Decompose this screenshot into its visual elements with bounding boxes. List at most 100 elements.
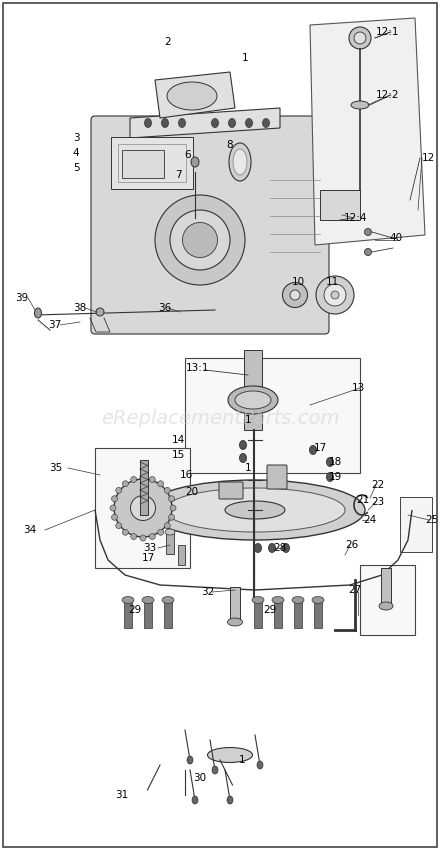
Text: eReplacementParts.com: eReplacementParts.com bbox=[101, 409, 339, 428]
Text: 27: 27 bbox=[348, 585, 362, 595]
Ellipse shape bbox=[179, 118, 186, 127]
Text: 13: 13 bbox=[352, 383, 365, 393]
Text: 16: 16 bbox=[180, 470, 193, 480]
Ellipse shape bbox=[351, 101, 369, 109]
Ellipse shape bbox=[110, 505, 116, 511]
Text: 19: 19 bbox=[328, 472, 341, 482]
FancyBboxPatch shape bbox=[91, 116, 329, 334]
Text: 25: 25 bbox=[425, 515, 439, 525]
Ellipse shape bbox=[131, 534, 137, 540]
Ellipse shape bbox=[208, 747, 253, 762]
Text: 5: 5 bbox=[73, 163, 79, 173]
Ellipse shape bbox=[349, 27, 371, 49]
Text: 33: 33 bbox=[143, 543, 157, 553]
Ellipse shape bbox=[162, 597, 174, 603]
Ellipse shape bbox=[292, 597, 304, 603]
Text: 3: 3 bbox=[73, 133, 79, 143]
Ellipse shape bbox=[96, 308, 104, 316]
Text: 32: 32 bbox=[202, 587, 215, 597]
Ellipse shape bbox=[192, 796, 198, 804]
Ellipse shape bbox=[228, 386, 278, 414]
Text: 6: 6 bbox=[185, 150, 191, 160]
Ellipse shape bbox=[239, 454, 246, 462]
Ellipse shape bbox=[164, 523, 170, 529]
Bar bbox=[122, 150, 164, 178]
Bar bbox=[164, 600, 172, 628]
Text: 1: 1 bbox=[238, 755, 246, 765]
Ellipse shape bbox=[282, 282, 308, 308]
Text: 11: 11 bbox=[325, 277, 339, 287]
Ellipse shape bbox=[158, 530, 164, 536]
Ellipse shape bbox=[227, 618, 242, 626]
Ellipse shape bbox=[149, 534, 155, 540]
Text: 35: 35 bbox=[49, 463, 62, 473]
Text: 12:2: 12:2 bbox=[376, 90, 400, 100]
Ellipse shape bbox=[309, 445, 316, 455]
Text: 29: 29 bbox=[264, 605, 277, 615]
Ellipse shape bbox=[379, 602, 393, 610]
Ellipse shape bbox=[331, 291, 339, 299]
Ellipse shape bbox=[161, 118, 169, 127]
Ellipse shape bbox=[145, 480, 365, 540]
Text: 39: 39 bbox=[15, 293, 29, 303]
Ellipse shape bbox=[282, 543, 290, 552]
Text: 1: 1 bbox=[245, 463, 251, 473]
Bar bbox=[314, 600, 322, 628]
Ellipse shape bbox=[227, 796, 233, 804]
Text: 17: 17 bbox=[313, 443, 326, 453]
Text: 36: 36 bbox=[158, 303, 172, 313]
Ellipse shape bbox=[239, 440, 246, 450]
Ellipse shape bbox=[246, 118, 253, 127]
Bar bbox=[294, 600, 302, 628]
Text: 18: 18 bbox=[328, 457, 341, 467]
Ellipse shape bbox=[165, 488, 345, 532]
Polygon shape bbox=[310, 18, 425, 245]
Text: 2: 2 bbox=[165, 37, 171, 47]
Text: 14: 14 bbox=[171, 435, 185, 445]
Ellipse shape bbox=[111, 514, 117, 520]
Ellipse shape bbox=[140, 475, 146, 481]
Ellipse shape bbox=[131, 496, 155, 520]
Ellipse shape bbox=[170, 210, 230, 270]
Text: 24: 24 bbox=[363, 515, 377, 525]
Ellipse shape bbox=[167, 82, 217, 110]
Ellipse shape bbox=[158, 481, 164, 487]
Ellipse shape bbox=[364, 229, 371, 235]
Bar bbox=[166, 532, 174, 554]
Bar bbox=[400, 497, 432, 552]
Ellipse shape bbox=[229, 143, 251, 181]
Text: 26: 26 bbox=[345, 540, 359, 550]
Text: 7: 7 bbox=[175, 170, 181, 180]
Ellipse shape bbox=[257, 761, 263, 769]
Ellipse shape bbox=[114, 479, 172, 537]
Ellipse shape bbox=[155, 195, 245, 285]
Ellipse shape bbox=[149, 477, 155, 483]
Text: 23: 23 bbox=[371, 497, 385, 507]
Bar bbox=[244, 350, 262, 430]
Ellipse shape bbox=[122, 481, 128, 487]
Text: 13:1: 13:1 bbox=[186, 363, 210, 373]
Ellipse shape bbox=[34, 308, 41, 318]
Text: 31: 31 bbox=[115, 790, 128, 800]
Ellipse shape bbox=[187, 756, 193, 764]
Polygon shape bbox=[155, 72, 235, 118]
Ellipse shape bbox=[254, 543, 261, 552]
Ellipse shape bbox=[233, 149, 247, 175]
Bar bbox=[178, 545, 185, 565]
Text: 37: 37 bbox=[48, 320, 62, 330]
Ellipse shape bbox=[170, 505, 176, 511]
Text: 30: 30 bbox=[194, 773, 206, 783]
Ellipse shape bbox=[326, 457, 334, 467]
Ellipse shape bbox=[116, 523, 122, 529]
Bar bbox=[124, 600, 132, 628]
Bar bbox=[140, 460, 148, 515]
Text: 12:1: 12:1 bbox=[376, 27, 400, 37]
Ellipse shape bbox=[290, 290, 300, 300]
Text: 12:4: 12:4 bbox=[344, 213, 368, 223]
Ellipse shape bbox=[144, 118, 151, 127]
Ellipse shape bbox=[263, 118, 269, 127]
Polygon shape bbox=[130, 108, 280, 138]
Ellipse shape bbox=[225, 501, 285, 519]
Text: 17: 17 bbox=[141, 553, 154, 563]
Text: 1: 1 bbox=[245, 415, 251, 425]
